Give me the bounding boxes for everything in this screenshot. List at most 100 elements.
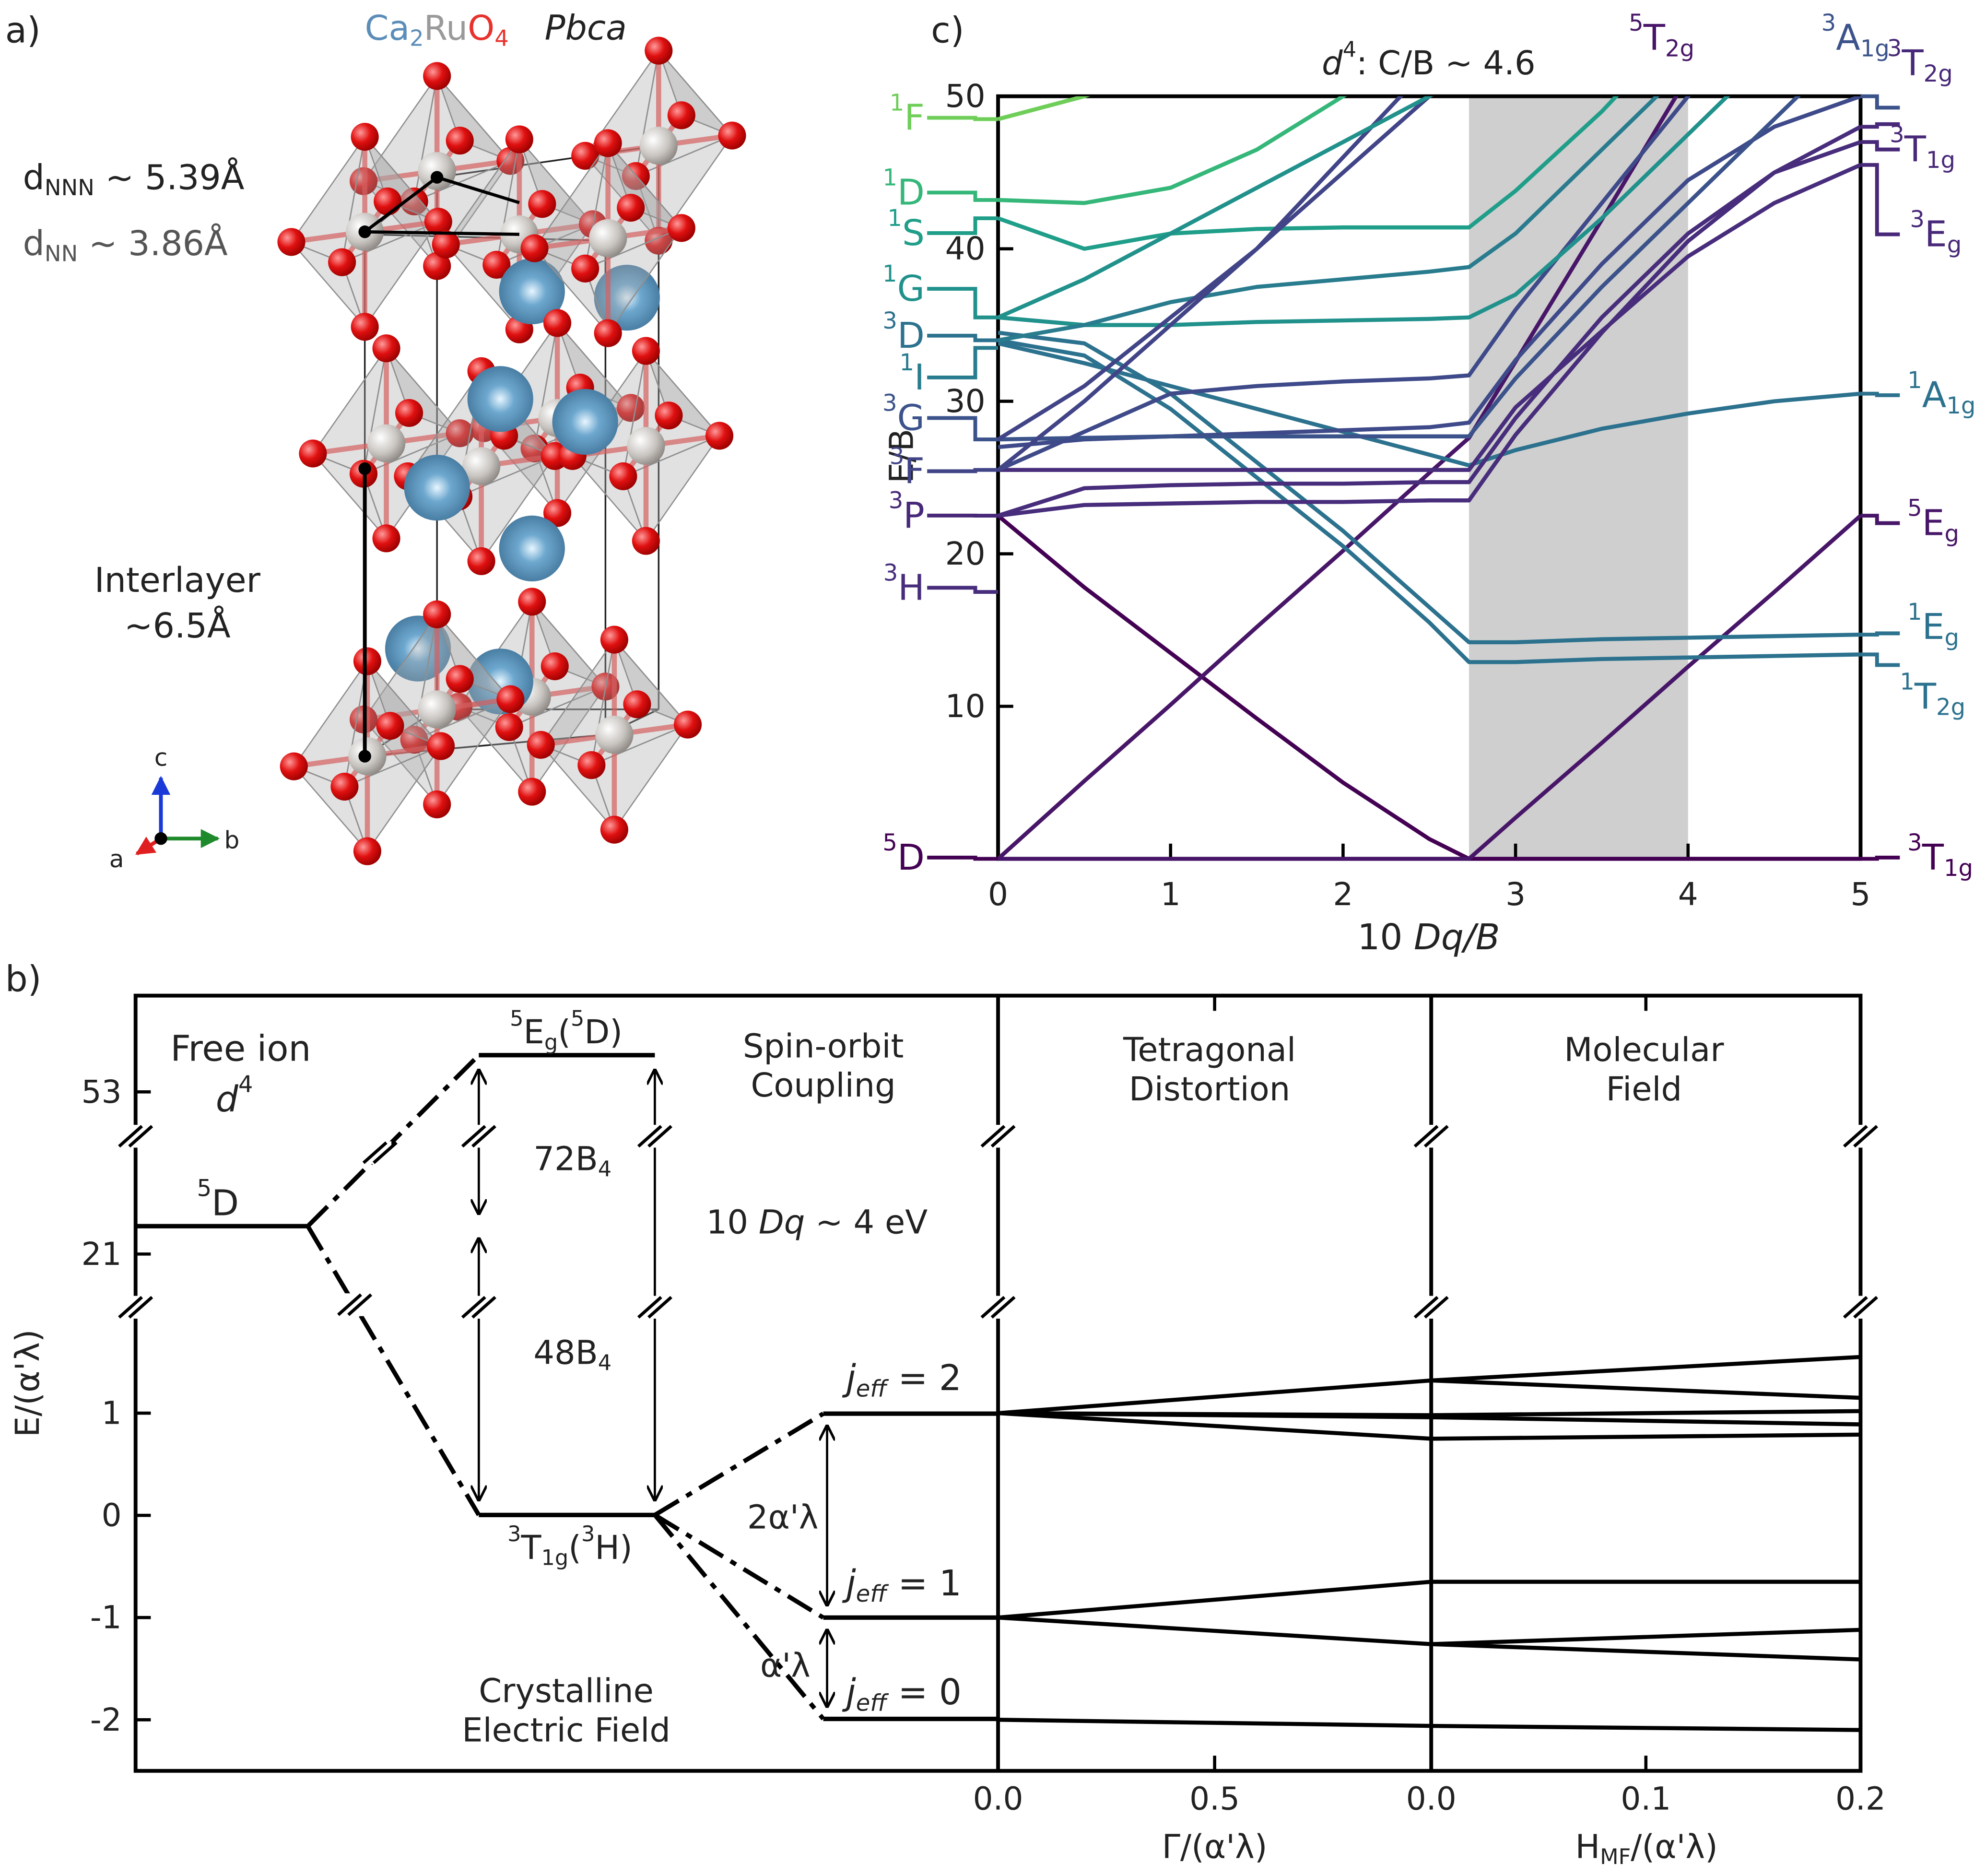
- o-atom: [571, 142, 599, 170]
- break-mark: [1853, 1125, 1878, 1148]
- marker-dot: [358, 225, 371, 238]
- break-mark: [471, 1296, 496, 1319]
- o-atom: [577, 751, 606, 779]
- o-atom: [328, 248, 356, 276]
- octahedron-face: [531, 601, 606, 687]
- text-part: 2: [410, 25, 423, 51]
- text-part: E: [1925, 214, 1947, 255]
- o-atom: [609, 462, 637, 490]
- o-atom: [594, 319, 622, 347]
- break-gap: [368, 1141, 392, 1164]
- o-atom: [571, 254, 599, 283]
- o-atom: [446, 127, 474, 155]
- arrows: [479, 1070, 827, 1706]
- text-part: G: [897, 268, 925, 309]
- curve: [998, 96, 1404, 472]
- y-tick-label: 53: [82, 1074, 122, 1110]
- o-atom: [655, 401, 683, 430]
- term-label: 5D: [882, 829, 925, 878]
- jeff-label: jeff = 1: [842, 1563, 962, 1607]
- term-connector: [1860, 122, 1900, 129]
- text-part: I: [914, 357, 925, 398]
- text-part: 1: [900, 349, 915, 376]
- term-connector: [927, 586, 999, 594]
- text-part: = 1: [887, 1563, 962, 1604]
- term-label: 1F: [890, 90, 925, 139]
- curve: [1431, 1432, 1861, 1441]
- text-part: g: [1947, 232, 1962, 259]
- break-gap: [1420, 1125, 1443, 1148]
- text-part: 3: [882, 389, 897, 416]
- term-label: 3F: [890, 443, 925, 492]
- term-label: 1G: [882, 260, 925, 309]
- octahedron-face: [364, 136, 439, 223]
- curve: [998, 1718, 1432, 1728]
- axis-label: a: [109, 845, 124, 873]
- ru-atom: [367, 424, 406, 462]
- text-part: (: [558, 1013, 571, 1051]
- connector: [654, 1513, 825, 1620]
- curve: [998, 96, 1619, 251]
- text-part: 3: [507, 1522, 521, 1546]
- text-part: A: [1922, 375, 1947, 416]
- text-part: G: [897, 397, 925, 438]
- curve: [1431, 1723, 1861, 1732]
- y-tick-label: 21: [82, 1236, 122, 1273]
- axis-origin: [154, 832, 167, 845]
- term-label: 3D: [882, 307, 925, 356]
- text-part: d: [23, 157, 45, 197]
- text-part: ~ 3.86Å: [78, 224, 228, 263]
- term-label: 3A1g: [1821, 10, 1890, 62]
- break-gap: [643, 1125, 667, 1148]
- term-connector: [927, 416, 999, 442]
- octahedron-face: [366, 661, 442, 747]
- text-part: D): [584, 1013, 623, 1051]
- o-atom: [330, 772, 359, 801]
- marker-dot: [430, 171, 444, 184]
- break-mark: [1413, 1125, 1439, 1148]
- curve: [1431, 1409, 1861, 1417]
- text-part: 1g: [1944, 855, 1973, 882]
- break-mark: [980, 1296, 1006, 1319]
- break-mark: [461, 1296, 486, 1319]
- text-part: 2g: [1665, 35, 1694, 62]
- o-atom: [423, 252, 451, 280]
- o-atom: [543, 309, 572, 337]
- ca-atom: [404, 455, 470, 521]
- y-tick-label: -2: [90, 1701, 122, 1738]
- y-tick-label: 1: [102, 1395, 122, 1432]
- o-atom: [520, 234, 549, 262]
- crystal-field-label: 10 Dq ~ 4 eV: [706, 1203, 928, 1241]
- term-connector: [1860, 391, 1900, 397]
- text-part: j: [842, 1563, 856, 1604]
- text-part: j: [842, 1672, 856, 1713]
- text-part: Ca: [365, 8, 410, 48]
- o-atom: [467, 547, 495, 575]
- o-atom: [400, 187, 428, 215]
- term-label: 3Eg: [1910, 206, 1962, 258]
- curve: [998, 96, 1347, 205]
- text-part: (: [568, 1529, 581, 1567]
- text-part: Dq: [759, 1203, 805, 1241]
- ca-atom: [552, 389, 618, 455]
- text-part: 10: [706, 1203, 759, 1241]
- x-tick-label: 4: [1678, 876, 1698, 913]
- y-tick-label: 50: [945, 78, 986, 115]
- break-gap: [343, 1293, 366, 1316]
- o-atom: [528, 190, 556, 218]
- text-part: ~ 4 eV: [805, 1203, 928, 1241]
- distance-label: dNN ~ 3.86Å: [23, 224, 228, 267]
- break-mark: [1423, 1125, 1449, 1148]
- o-atom: [600, 815, 628, 844]
- o-atom: [505, 125, 533, 153]
- text-part: P: [903, 495, 925, 536]
- o-atom: [351, 123, 379, 151]
- diagram-levels: [135, 1053, 999, 1722]
- break-gap: [987, 1296, 1010, 1319]
- x-axis-label: Γ/(α'λ): [1162, 1828, 1268, 1866]
- text-part: 48B: [533, 1333, 598, 1372]
- o-atom: [600, 625, 628, 654]
- stage-label: Field: [1606, 1070, 1682, 1109]
- term-connector: [1860, 855, 1900, 861]
